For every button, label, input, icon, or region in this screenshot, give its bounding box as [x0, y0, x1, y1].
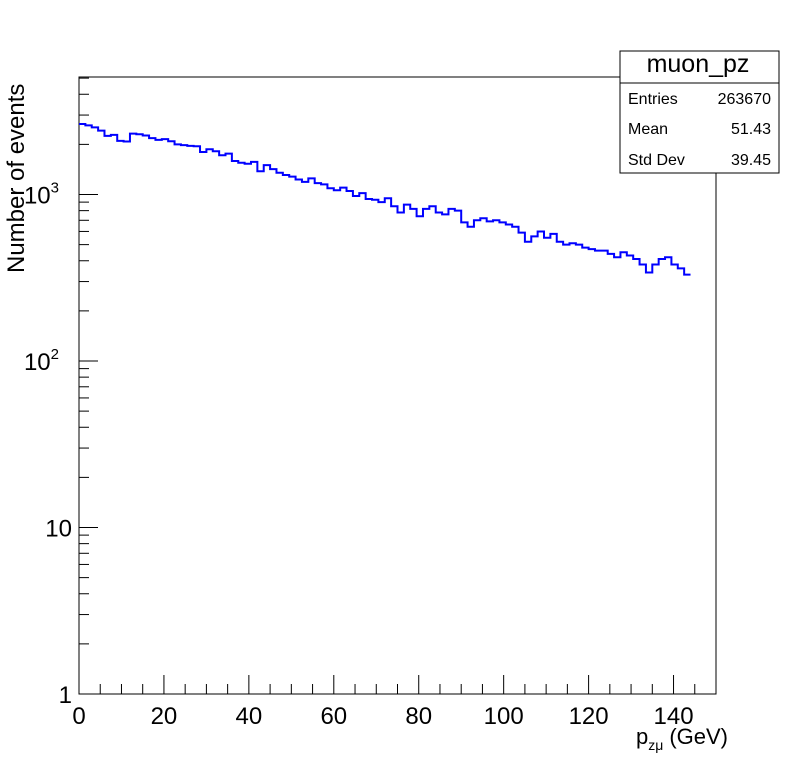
x-axis-label-unit: (GeV) [669, 724, 728, 749]
x-tick-label: 140 [654, 703, 694, 730]
x-axis-label: pzμ (GeV) [636, 724, 728, 753]
x-tick-label: 40 [236, 703, 263, 730]
stats-stddev-label: Std Dev [628, 152, 685, 169]
y-axis-tick-labels: 1 10 102 103 [24, 180, 72, 710]
x-tick-label: 20 [151, 703, 178, 730]
stats-stddev-value: 39.45 [731, 152, 771, 169]
y-axis-label: Number of events [3, 84, 30, 273]
stats-box-title: muon_pz [647, 50, 750, 78]
y-tick-label: 103 [24, 180, 59, 210]
stats-mean-value: 51.43 [731, 121, 771, 138]
y-tick-label: 102 [24, 346, 59, 376]
histogram-series-line [79, 123, 691, 276]
x-tick-label: 60 [320, 703, 347, 730]
stats-entries-label: Entries [628, 91, 678, 108]
x-axis-tick-labels: 0 20 40 60 80 100 120 140 [72, 703, 693, 730]
x-axis-label-subscript: zμ [648, 737, 663, 753]
y-tick-label: 10 [45, 516, 72, 543]
y-tick-label: 1 [59, 682, 72, 709]
y-axis-ticks [79, 77, 98, 695]
x-axis-ticks [78, 675, 717, 694]
stats-entries-value: 263670 [718, 91, 771, 108]
x-axis-label-symbol: p [636, 724, 648, 749]
x-tick-label: 0 [72, 703, 85, 730]
x-tick-label: 120 [569, 703, 609, 730]
stats-box-frame [619, 50, 780, 174]
stats-box: muon_pz Entries 263670 Mean 51.43 Std De… [619, 50, 780, 174]
x-tick-label: 100 [484, 703, 524, 730]
stats-mean-label: Mean [628, 121, 668, 138]
x-tick-label: 80 [405, 703, 432, 730]
